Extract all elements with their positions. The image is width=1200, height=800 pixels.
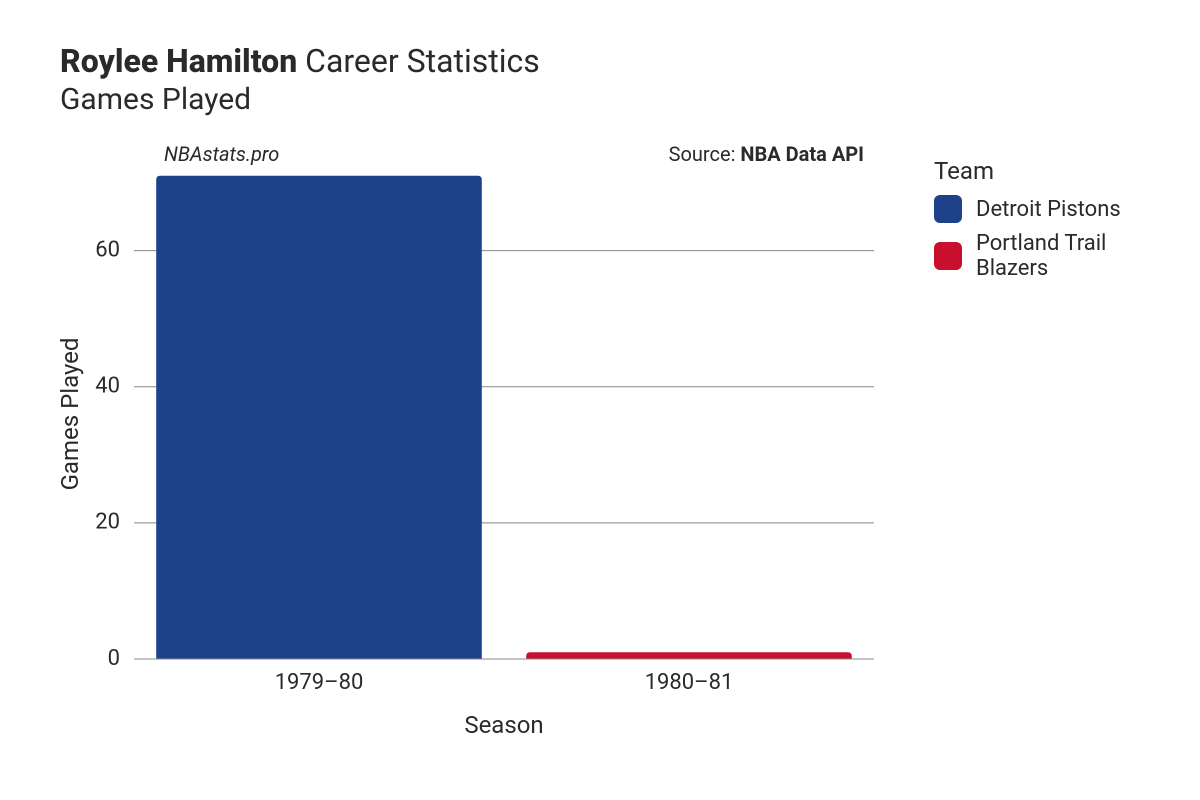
- legend-title: Team: [934, 157, 1170, 185]
- bar: [156, 176, 482, 659]
- chart-plot-area: 0 20 40 60 1979–80 1980–81 Season Games Played N…: [60, 141, 910, 761]
- y-tick-label: 20: [95, 510, 120, 535]
- source-text: Source: NBA Data API: [669, 142, 864, 166]
- legend-swatch: [934, 242, 962, 270]
- chart-subtitle: Games Played: [60, 82, 1170, 117]
- legend-swatch: [934, 195, 962, 223]
- legend-label: Portland Trail Blazers: [976, 231, 1170, 281]
- title-player-name: Roylee Hamilton: [60, 42, 297, 80]
- y-tick-label: 0: [108, 646, 120, 671]
- title-suffix: Career Statistics: [297, 42, 540, 80]
- x-tick-label: 1980–81: [645, 670, 734, 695]
- legend-item: Detroit Pistons: [934, 195, 1170, 223]
- watermark-text: NBAstats.pro: [164, 142, 279, 166]
- y-axis-label: Games Played: [60, 338, 84, 491]
- x-axis-label: Season: [464, 711, 543, 739]
- legend: Team Detroit Pistons Portland Trail Blaze…: [934, 157, 1170, 289]
- x-tick-label: 1979–80: [275, 670, 364, 695]
- chart-container: Roylee Hamilton Career Statistics Games …: [0, 0, 1200, 800]
- y-tick-label: 40: [95, 374, 120, 399]
- legend-label: Detroit Pistons: [976, 197, 1121, 222]
- y-tick-label: 60: [95, 237, 120, 262]
- chart-title: Roylee Hamilton Career Statistics: [60, 42, 1170, 80]
- bar-chart-svg: 0 20 40 60 1979–80 1980–81 Season Games Played N…: [60, 141, 910, 761]
- bar: [526, 652, 852, 659]
- legend-item: Portland Trail Blazers: [934, 231, 1170, 281]
- chart-row: 0 20 40 60 1979–80 1980–81 Season Games Played N…: [60, 141, 1170, 761]
